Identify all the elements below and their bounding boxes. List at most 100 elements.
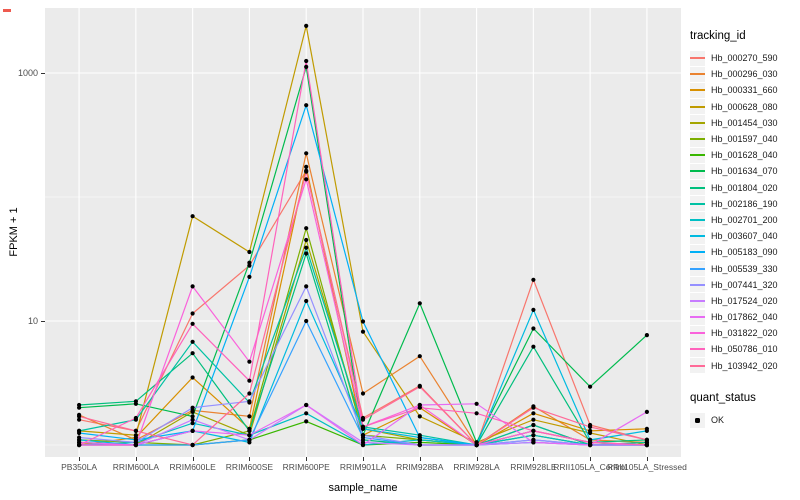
legend-key-swatch <box>690 99 705 115</box>
legend-item-label: Hb_001454_030 <box>711 117 778 128</box>
legend-key-line-icon <box>690 105 705 108</box>
legend-item-label: Hb_000628_080 <box>711 101 778 112</box>
legend-key-swatch <box>690 277 705 293</box>
x-tick-label: RRIM600PE <box>282 462 330 472</box>
data-point <box>474 401 479 406</box>
data-point <box>247 260 252 265</box>
legend-key-swatch <box>690 341 705 357</box>
legend-key-line-icon <box>690 89 705 92</box>
data-point <box>77 417 82 422</box>
data-point <box>304 284 309 289</box>
legend-item-label: OK <box>711 415 725 426</box>
data-point <box>531 307 536 312</box>
x-tick-label: PB350LA <box>61 462 98 472</box>
data-point <box>133 415 138 421</box>
legend-key-swatch <box>690 325 705 341</box>
legend-key-line-icon <box>690 138 705 141</box>
legend-item: Hb_001634_070 <box>690 163 778 179</box>
data-point <box>190 311 195 316</box>
legend-key-line-icon <box>690 121 705 124</box>
legend-item-label: Hb_103942_020 <box>711 360 778 371</box>
data-point <box>360 424 366 429</box>
data-point <box>417 354 422 359</box>
legend-item: Hb_002701_200 <box>690 212 778 228</box>
data-point <box>304 237 309 243</box>
data-point <box>247 359 252 364</box>
quant-ok-key <box>690 412 705 428</box>
data-point <box>304 419 309 424</box>
data-point <box>77 435 82 440</box>
x-tick-label: RRIM901LA <box>339 462 387 472</box>
data-point <box>247 433 252 438</box>
data-point <box>588 424 593 429</box>
legend-key-swatch <box>690 293 705 309</box>
legend-item-label: Hb_017524_020 <box>711 295 778 306</box>
x-tick-mark <box>590 457 592 461</box>
legend-item: Hb_031822_020 <box>690 325 778 341</box>
data-point <box>474 442 479 448</box>
data-point <box>644 437 650 442</box>
legend-item: Hb_005183_090 <box>690 244 778 260</box>
legend-item: Hb_050786_010 <box>690 341 778 357</box>
legend-key-line-icon <box>690 283 705 286</box>
legend-key-swatch <box>690 50 705 66</box>
data-point <box>588 384 593 389</box>
legend-key-swatch <box>690 244 705 260</box>
data-point <box>133 428 138 433</box>
x-tick-label: RRIM928BA <box>396 462 444 472</box>
legend-key-swatch <box>690 212 705 228</box>
legend-item-label: Hb_001634_070 <box>711 166 778 177</box>
data-point <box>360 391 366 396</box>
data-point <box>531 433 536 438</box>
legend-item-label: Hb_017862_040 <box>711 312 778 323</box>
x-tick-mark <box>419 457 421 461</box>
data-point <box>304 411 309 416</box>
legend-item-label: Hb_050786_010 <box>711 344 778 355</box>
legend-key-line-icon <box>690 299 705 302</box>
legend-key-line-icon <box>690 186 705 189</box>
data-point <box>190 339 195 344</box>
data-point <box>531 440 536 445</box>
x-tick-mark <box>79 457 81 461</box>
data-point <box>304 402 309 408</box>
data-point <box>304 103 309 108</box>
data-point <box>531 422 536 428</box>
data-point <box>247 274 252 279</box>
x-tick-label: RRIM928LA <box>453 462 500 472</box>
legend-tracking-id: tracking_id Hb_000270_590 Hb_000296_030 Hb… <box>690 30 778 374</box>
plot-panel <box>45 8 681 457</box>
legend-item: Hb_017524_020 <box>690 293 778 309</box>
data-point <box>77 414 82 419</box>
data-point <box>190 442 195 448</box>
data-point <box>644 428 650 433</box>
y-axis-title: FPKM + 1 <box>8 207 20 257</box>
legend-item-label: Hb_000331_660 <box>711 85 778 96</box>
data-point <box>247 263 252 268</box>
data-point <box>304 318 309 324</box>
legend-key-swatch <box>690 163 705 179</box>
legend-key-line-icon <box>690 218 705 221</box>
data-point <box>588 440 593 445</box>
legend-key-line-icon <box>690 251 705 254</box>
legend-item: Hb_007441_320 <box>690 277 778 293</box>
x-tick-mark <box>249 457 251 461</box>
legend-key-swatch <box>690 196 705 212</box>
data-point <box>474 411 479 416</box>
legend-item-label: Hb_000296_030 <box>711 69 778 80</box>
legend-key-line-icon <box>690 364 705 367</box>
legend-item-label: Hb_001597_040 <box>711 134 778 145</box>
legend-item: Hb_000628_080 <box>690 99 778 115</box>
x-tick-mark <box>476 457 478 461</box>
legend-item: Hb_001804_020 <box>690 180 778 196</box>
legend-key-line-icon <box>690 73 705 76</box>
legend-item-label: Hb_000270_590 <box>711 53 778 64</box>
data-point <box>247 378 252 383</box>
stray-red-mark <box>3 9 11 12</box>
data-point <box>304 58 309 64</box>
legend-key-swatch <box>690 82 705 98</box>
data-point <box>190 214 195 219</box>
legend-key-line-icon <box>690 267 705 270</box>
data-point <box>417 435 422 440</box>
x-tick-label: RRIM600LE <box>169 462 216 472</box>
legend-key-swatch <box>690 180 705 196</box>
